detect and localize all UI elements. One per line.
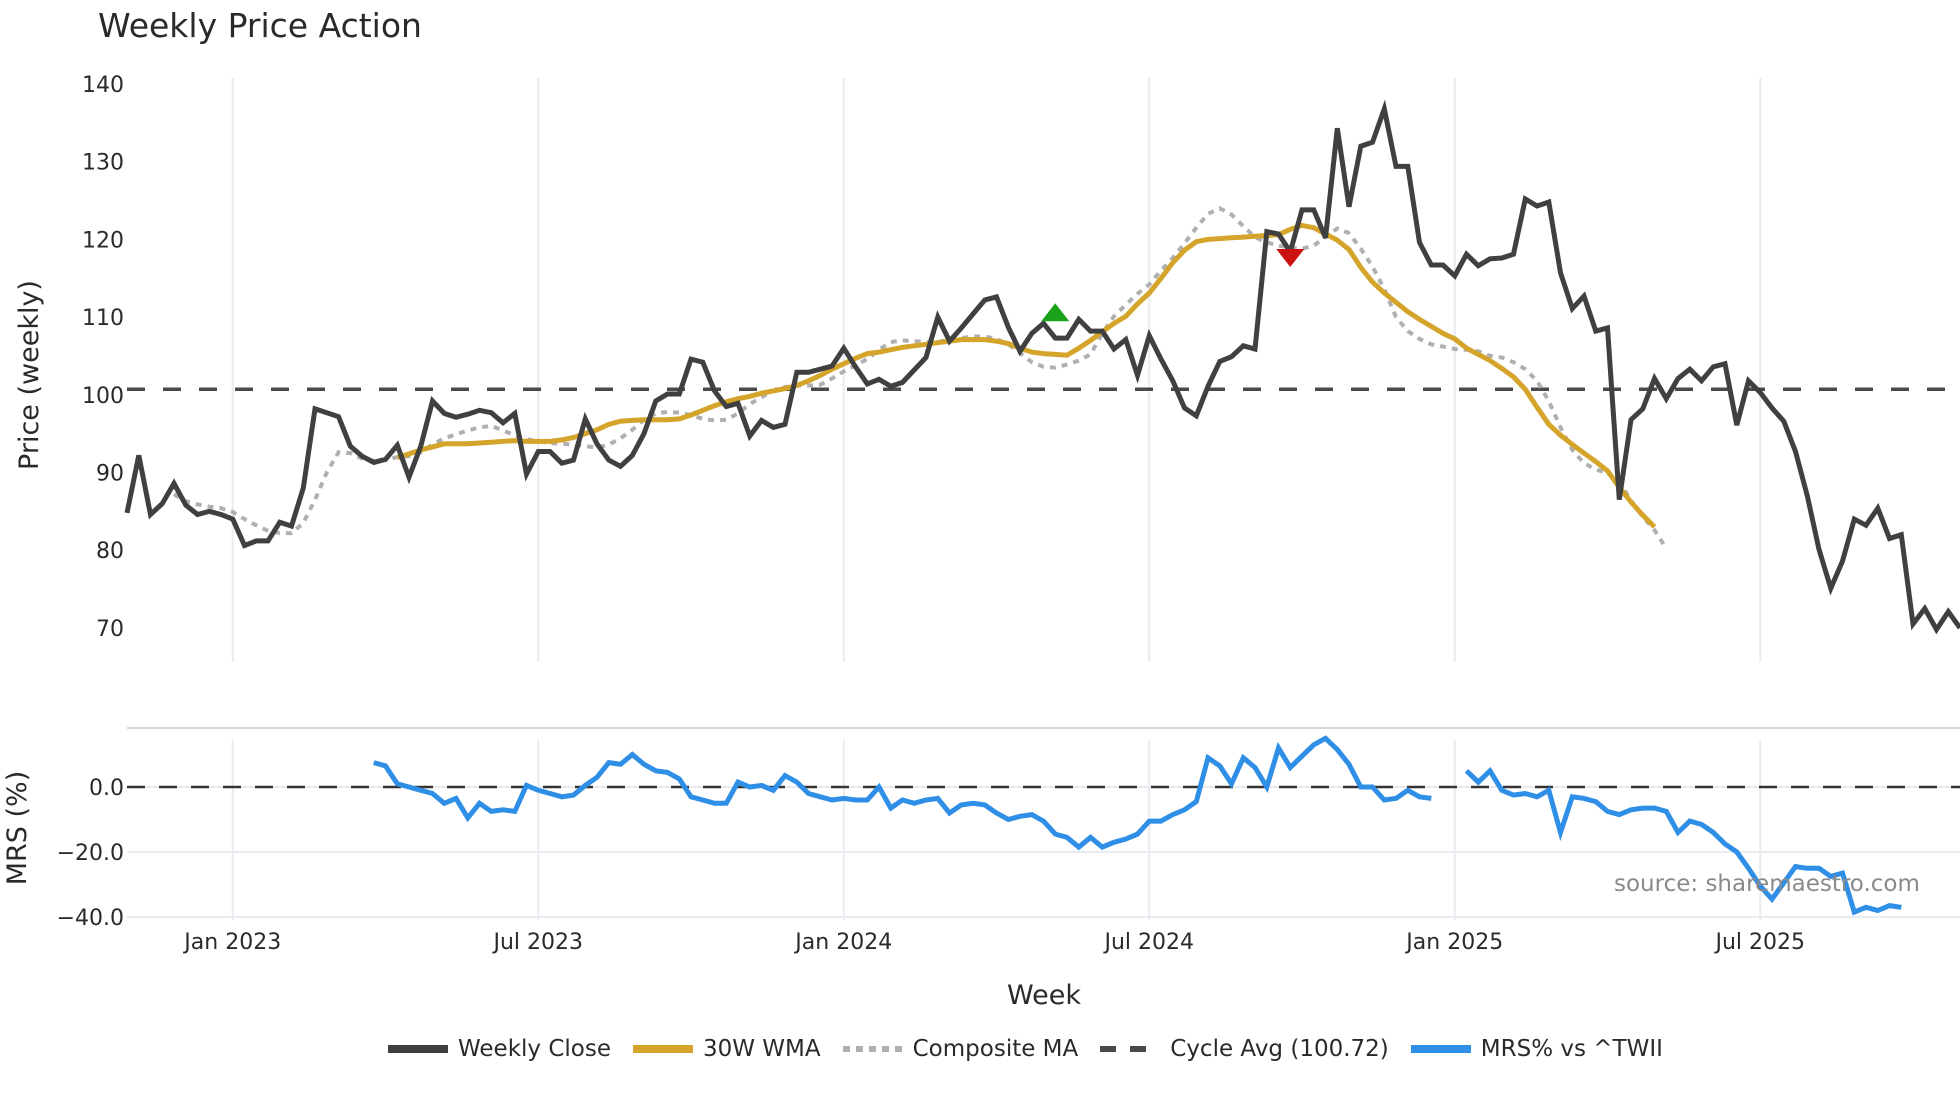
legend-item-cycle-avg[interactable]: Cycle Avg (100.72): [1100, 1036, 1389, 1062]
cycle-avg-swatch-icon: [1100, 1046, 1161, 1052]
mrs-y-tick: 0.0: [89, 776, 124, 801]
legend-item-composite[interactable]: Composite MA: [842, 1036, 1079, 1062]
legend-label: Weekly Close: [458, 1036, 611, 1062]
price-y-tick: 140: [82, 73, 124, 98]
x-tick-label: Jul 2023: [491, 930, 583, 955]
mrs-y-tick: −20.0: [57, 841, 124, 866]
chart-title: Weekly Price Action: [98, 6, 422, 45]
x-tick-label: Jan 2025: [1404, 930, 1503, 955]
mrs-y-axis-label: MRS (%): [2, 771, 33, 886]
price-gridlines: [231, 78, 1762, 662]
x-tick-label: Jul 2025: [1713, 930, 1805, 955]
legend-label: Composite MA: [912, 1036, 1079, 1062]
x-axis-label: Week: [1007, 980, 1081, 1011]
signal-markers: [1041, 249, 1305, 322]
x-tick-label: Jan 2024: [793, 930, 892, 955]
wma-line: [396, 222, 1657, 529]
mrs-y-tick: −40.0: [57, 906, 124, 931]
price-y-tick: 70: [96, 617, 124, 642]
price-y-tick: 90: [96, 462, 124, 487]
x-tick-label: Jan 2023: [182, 930, 281, 955]
x-axis: Jan 2023 Jul 2023 Jan 2024 Jul 2024 Jan 2025…: [182, 930, 1805, 955]
mrs-line: [373, 735, 1902, 916]
legend-label: MRS% vs ^TWII: [1480, 1036, 1663, 1062]
mrs-gridlines: [127, 740, 1960, 920]
mrs-swatch-icon: [1410, 1045, 1471, 1053]
price-y-tick: 120: [82, 228, 124, 253]
legend-item-weekly-close[interactable]: Weekly Close: [388, 1036, 611, 1062]
sell-signal-triangle-icon: [1276, 249, 1305, 268]
mrs-segment: [1464, 766, 1902, 916]
price-y-axis: 70 80 90 100 110 120 130 140: [82, 73, 124, 642]
mrs-segment: [373, 735, 1432, 851]
wma-swatch-icon: [632, 1045, 693, 1053]
composite-swatch-icon: [842, 1046, 903, 1052]
price-y-tick: 110: [82, 306, 124, 331]
buy-signal-triangle-icon: [1041, 303, 1070, 322]
x-tick-label: Jul 2024: [1102, 930, 1194, 955]
price-y-tick: 130: [82, 151, 124, 176]
legend-item-wma[interactable]: 30W WMA: [632, 1036, 821, 1062]
price-y-tick: 100: [82, 384, 124, 409]
legend-label: Cycle Avg (100.72): [1170, 1036, 1389, 1062]
legend-item-mrs[interactable]: MRS% vs ^TWII: [1410, 1036, 1663, 1062]
legend: Weekly Close 30W WMA Composite MA Cycle Avg…: [388, 1036, 1685, 1062]
mrs-y-axis: 0.0 −20.0 −40.0: [57, 776, 124, 931]
weekly-close-swatch-icon: [388, 1045, 448, 1053]
weekly-close-line: [124, 99, 1960, 635]
legend-label: 30W WMA: [702, 1036, 821, 1062]
composite-ma-line: [172, 206, 1668, 550]
source-watermark: source: sharemaestro.com: [1614, 871, 1920, 897]
price-y-tick: 80: [96, 539, 124, 564]
price-y-axis-label: Price (weekly): [14, 280, 45, 470]
